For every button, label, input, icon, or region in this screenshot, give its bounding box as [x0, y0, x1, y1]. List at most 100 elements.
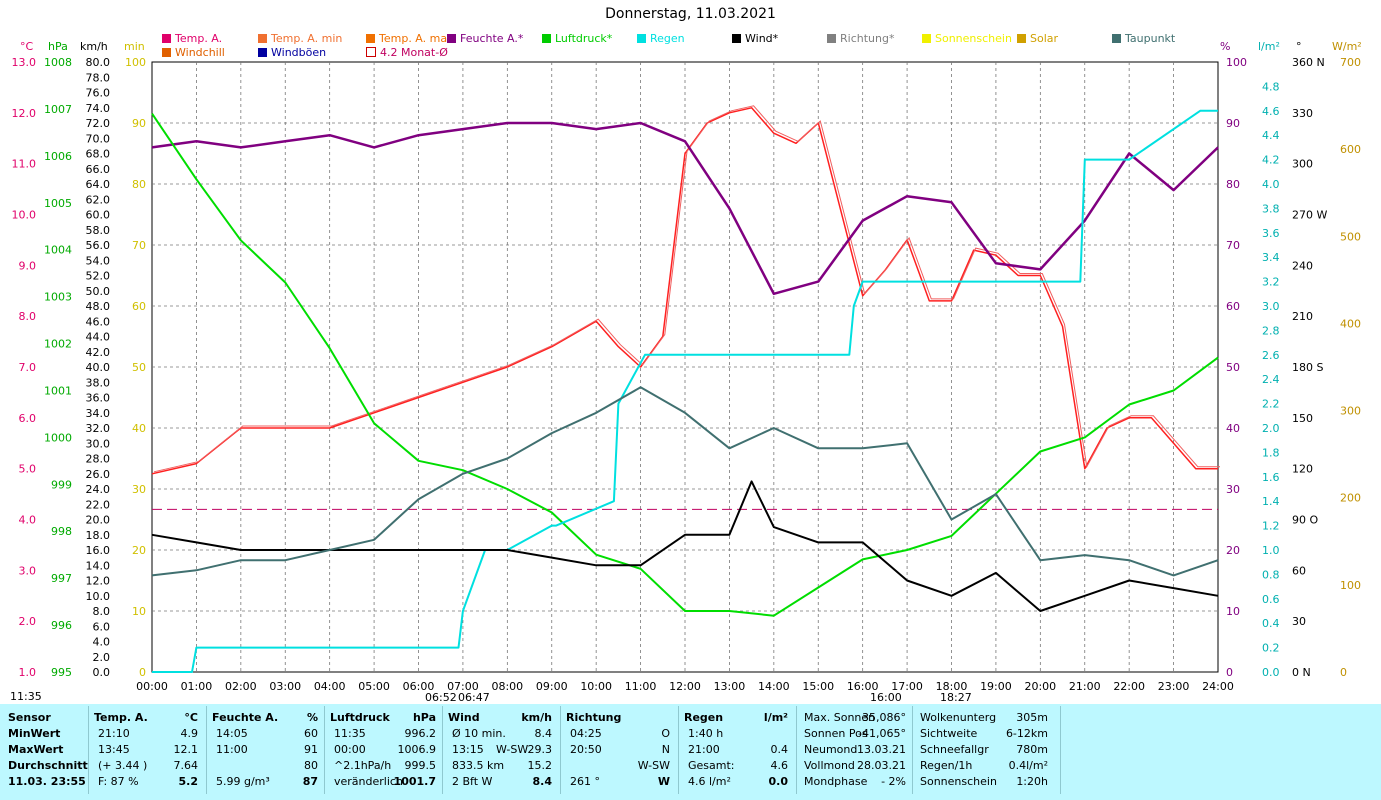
- wind-header: Wind: [448, 711, 480, 724]
- luft-label: veränderlich: [334, 775, 403, 788]
- deg-axis-tick: 210: [1292, 310, 1313, 323]
- wind-label: 833.5 km: [452, 759, 505, 772]
- solar-axis-tick: 0: [1340, 666, 1347, 679]
- series-temp-max: [153, 105, 1220, 473]
- wind-axis-tick: 2.0: [93, 651, 111, 664]
- rain-axis-tick: 2.2: [1262, 398, 1280, 411]
- feuchte-label: 11:00: [216, 743, 248, 756]
- hour-label: 21:00: [1069, 680, 1101, 693]
- hour-label: 06:00: [403, 680, 435, 693]
- deg-axis-tick: 180 S: [1292, 361, 1323, 374]
- richtung-label: 261 °: [570, 775, 600, 788]
- rain-axis-tick: 2.0: [1262, 422, 1280, 435]
- regen-value: 4.6: [770, 759, 789, 772]
- min-axis-tick: 90: [132, 117, 146, 130]
- wind-axis-tick: 46.0: [86, 315, 111, 328]
- deg-axis-tick: 30: [1292, 615, 1306, 628]
- legend-item: Wind*: [732, 32, 778, 45]
- press-axis-tick: 1007: [44, 103, 72, 116]
- hour-label: 22:00: [1113, 680, 1145, 693]
- legend-swatch: [258, 48, 267, 57]
- regen-unit: l/m²: [763, 711, 788, 724]
- temp-axis-tick: 4.0: [19, 514, 37, 527]
- legend-item: Richtung*: [827, 32, 894, 45]
- rain-axis-tick: 1.8: [1262, 446, 1280, 459]
- series-temp-a-: [151, 107, 1218, 475]
- sensor-row: MinWert: [8, 727, 61, 740]
- temp-label: F: 87 %: [98, 775, 139, 788]
- legend-label: Luftdruck*: [555, 32, 613, 45]
- wind-axis-tick: 32.0: [86, 422, 111, 435]
- wind-unit: km/h: [521, 711, 552, 724]
- temp-value: 4.9: [180, 727, 199, 740]
- feuchte-value: 91: [304, 743, 318, 756]
- stats-separator: [324, 706, 325, 794]
- hour-label: 13:00: [714, 680, 746, 693]
- legend-swatch: [1112, 34, 1121, 43]
- rain-unit: l/m²: [1258, 40, 1280, 53]
- press-axis-tick: 1000: [44, 431, 72, 444]
- wind-axis-tick: 20.0: [86, 514, 111, 527]
- temp-label: 21:10: [98, 727, 130, 740]
- rain-axis-tick: 2.4: [1262, 373, 1280, 386]
- wind-value: 8.4: [532, 775, 553, 788]
- hour-label: 02:00: [225, 680, 257, 693]
- regen-label: 4.6 l/m²: [688, 775, 731, 788]
- deg-axis-tick: 60: [1292, 564, 1306, 577]
- press-axis-tick: 1006: [44, 150, 72, 163]
- solar-axis-tick: 500: [1340, 230, 1361, 243]
- hour-label: 03:00: [269, 680, 301, 693]
- series-feuchte-a-: [151, 121, 1219, 296]
- hour-label: 08:00: [491, 680, 523, 693]
- hour-label: 23:00: [1158, 680, 1190, 693]
- rain-axis-tick: 0.6: [1262, 593, 1280, 606]
- pct-axis-tick: 40: [1226, 422, 1240, 435]
- stats-separator: [442, 706, 443, 794]
- pct-axis-tick: 60: [1226, 300, 1240, 313]
- legend-item: Temp. A.: [162, 32, 222, 45]
- temp-axis-tick: 1.0: [19, 666, 37, 679]
- hour-label: 20:00: [1024, 680, 1056, 693]
- feuchte-label: 5.99 g/m³: [216, 775, 270, 788]
- hour-label: 10:00: [580, 680, 612, 693]
- legend-swatch: [447, 34, 456, 43]
- legend-item: Feuchte A.*: [447, 32, 523, 45]
- deg-axis-tick: 360 N: [1292, 56, 1325, 69]
- wind-label: 13:15: [452, 743, 484, 756]
- press-axis-tick: 1004: [44, 244, 72, 257]
- feuchte-value: 87: [302, 775, 318, 788]
- wind-axis-tick: 22.0: [86, 498, 111, 511]
- pct-axis-tick: 100: [1226, 56, 1247, 69]
- legend-item: 4.2 Monat-Ø: [366, 46, 448, 59]
- sensor-header: Sensor: [8, 711, 51, 724]
- legend-swatch: [258, 34, 267, 43]
- rain-axis-tick: 0.4: [1262, 617, 1280, 630]
- deg-axis-tick: 0 N: [1292, 666, 1311, 679]
- rain-axis-tick: 3.2: [1262, 276, 1280, 289]
- hour-label: 04:00: [314, 680, 346, 693]
- rain-axis-tick: 1.6: [1262, 471, 1280, 484]
- astro-value: 13.03.21: [857, 743, 906, 756]
- astro-value: 28.03.21: [857, 759, 906, 772]
- wind-axis-tick: 72.0: [86, 117, 111, 130]
- temp-unit: °C: [184, 711, 198, 724]
- hour-label: 19:00: [980, 680, 1012, 693]
- luft-label: 11:35: [334, 727, 366, 740]
- richtung-value: W: [657, 775, 670, 788]
- luft-label: 00:00: [334, 743, 366, 756]
- weather-chart: 13.0 12.0 11.0 10.0 9.0 8.0 7.0 6.0 5.0 4.0 3.0 2.0…: [10, 56, 1361, 704]
- richtung-value: W-SW: [637, 759, 670, 772]
- hour-label: 09:00: [536, 680, 568, 693]
- legend-label: Windchill: [175, 46, 225, 59]
- pct-axis-tick: 20: [1226, 544, 1240, 557]
- legend-swatch: [542, 34, 551, 43]
- richtung-header: Richtung: [566, 711, 622, 724]
- astro-value: 35,086°: [862, 711, 906, 724]
- min-axis-tick: 30: [132, 483, 146, 496]
- press-axis-tick: 998: [51, 525, 72, 538]
- pct-axis-tick: 90: [1226, 117, 1240, 130]
- min-axis-tick: 10: [132, 605, 146, 618]
- time-mark-left: 11:35: [10, 690, 42, 703]
- luft-value: 1006.9: [397, 743, 437, 756]
- wind-axis-tick: 34.0: [86, 407, 111, 420]
